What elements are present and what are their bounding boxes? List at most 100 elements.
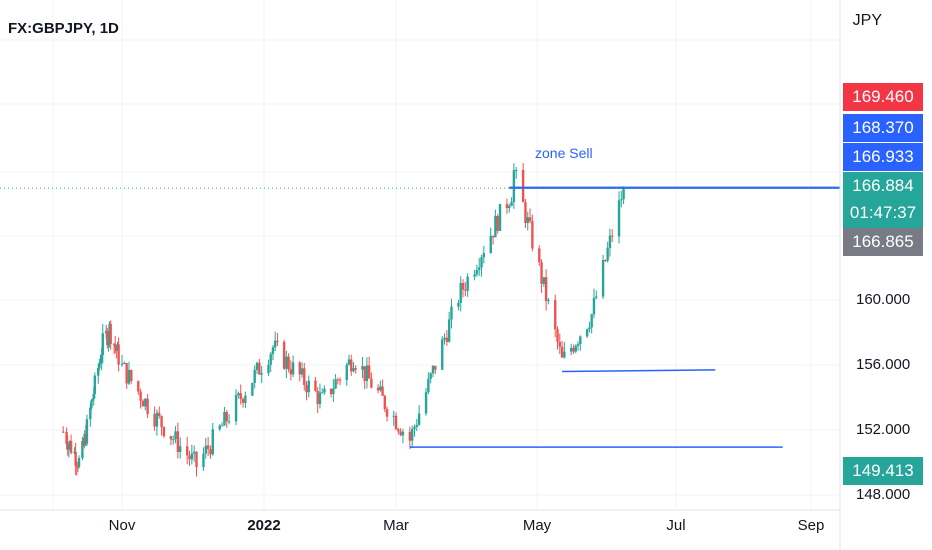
candle-body <box>125 363 128 384</box>
candle-body <box>496 216 499 231</box>
bar-countdown: 01:47:37 <box>849 203 917 222</box>
candle-body <box>381 386 384 396</box>
candle-body <box>332 388 335 395</box>
candle-body <box>538 248 541 263</box>
candle-body <box>528 217 532 222</box>
candle-body <box>558 341 561 347</box>
candle-body <box>401 431 405 436</box>
candle-body <box>620 199 623 201</box>
candlesticks <box>61 163 625 477</box>
candle-body <box>365 365 369 382</box>
candle-body <box>601 260 605 297</box>
candle-body <box>434 365 437 370</box>
candle-body <box>139 391 142 401</box>
candle-body <box>450 306 453 320</box>
candle-body <box>92 393 95 400</box>
candle-body <box>114 344 117 348</box>
candle-body <box>285 356 288 369</box>
candle-body <box>211 429 214 455</box>
zone-sell-label[interactable]: zone Sell <box>535 145 593 161</box>
candle-body <box>158 412 161 417</box>
price-tag-blue-2: 166.933 <box>843 143 923 171</box>
candle-body <box>227 421 231 423</box>
candle-body <box>464 289 467 291</box>
candle-body <box>225 411 228 422</box>
candle-body <box>91 399 94 401</box>
candle-body <box>209 448 212 455</box>
time-tick-label: 2022 <box>247 517 281 534</box>
candle-body <box>178 446 182 452</box>
candle-body <box>361 366 364 370</box>
candle-body <box>123 363 126 365</box>
candle-body <box>77 458 81 467</box>
candle-body <box>188 455 191 460</box>
candle-body <box>172 439 175 441</box>
grid <box>0 0 840 510</box>
candle-body <box>334 379 337 389</box>
candle-body <box>579 336 582 344</box>
candle-body <box>350 359 353 372</box>
candle-body <box>99 361 102 364</box>
candle-body <box>556 329 559 342</box>
candle-body <box>352 368 355 372</box>
candle-body <box>542 277 546 284</box>
candle-body <box>475 269 479 275</box>
last-price-value: 166.884 <box>852 176 914 195</box>
candle-body <box>127 369 131 384</box>
candle-body <box>185 446 189 456</box>
candle-body <box>107 338 110 345</box>
candle-body <box>153 413 156 427</box>
candle-body <box>298 362 301 375</box>
candle-body <box>608 235 612 249</box>
candle-body <box>547 300 550 302</box>
candle-body <box>251 382 254 396</box>
candle-body <box>392 415 395 417</box>
candle-body <box>289 369 293 375</box>
candle-body <box>85 419 89 444</box>
candle-body <box>67 444 71 450</box>
candle-body <box>204 445 208 454</box>
candle-body <box>237 393 240 396</box>
time-tick-label: May <box>522 517 552 534</box>
candle-body <box>466 276 469 291</box>
candle-body <box>514 169 518 171</box>
candle-body <box>74 451 77 466</box>
candle-body <box>574 345 577 352</box>
candle-body <box>572 347 575 352</box>
candle-body <box>101 333 104 356</box>
candle-body <box>305 384 308 393</box>
candle-body <box>431 365 435 374</box>
currency-label: JPY <box>852 12 882 29</box>
candle-body <box>192 451 196 454</box>
candle-body <box>316 390 319 405</box>
candle-body <box>206 445 210 449</box>
candle-body <box>220 425 224 427</box>
candle-body <box>106 330 109 345</box>
candle-body <box>498 204 502 231</box>
candle-body <box>307 380 310 393</box>
price-tick-label: 156.000 <box>856 356 911 373</box>
candle-body <box>576 343 580 346</box>
candle-body <box>524 202 527 223</box>
candle-body <box>473 274 476 277</box>
candle-body <box>447 319 451 342</box>
candle-body <box>397 429 400 432</box>
candle-body <box>338 379 342 381</box>
last-price-tag: 166.884 01:47:37 <box>843 172 923 228</box>
candle-body <box>540 262 543 284</box>
candle-body <box>491 235 495 238</box>
candle-body <box>318 392 322 405</box>
drawings[interactable] <box>0 186 840 448</box>
candle-body <box>610 235 614 237</box>
candle-body <box>160 416 163 427</box>
candle-body <box>383 395 387 410</box>
price-tick-label: 148.000 <box>856 486 911 503</box>
price-tag-red: 169.460 <box>843 83 923 111</box>
candle-body <box>478 267 481 270</box>
candle-body <box>273 340 277 348</box>
candle-body <box>323 388 326 393</box>
candle-body <box>489 235 492 253</box>
candle-body <box>98 363 101 369</box>
candle-body <box>234 395 238 422</box>
